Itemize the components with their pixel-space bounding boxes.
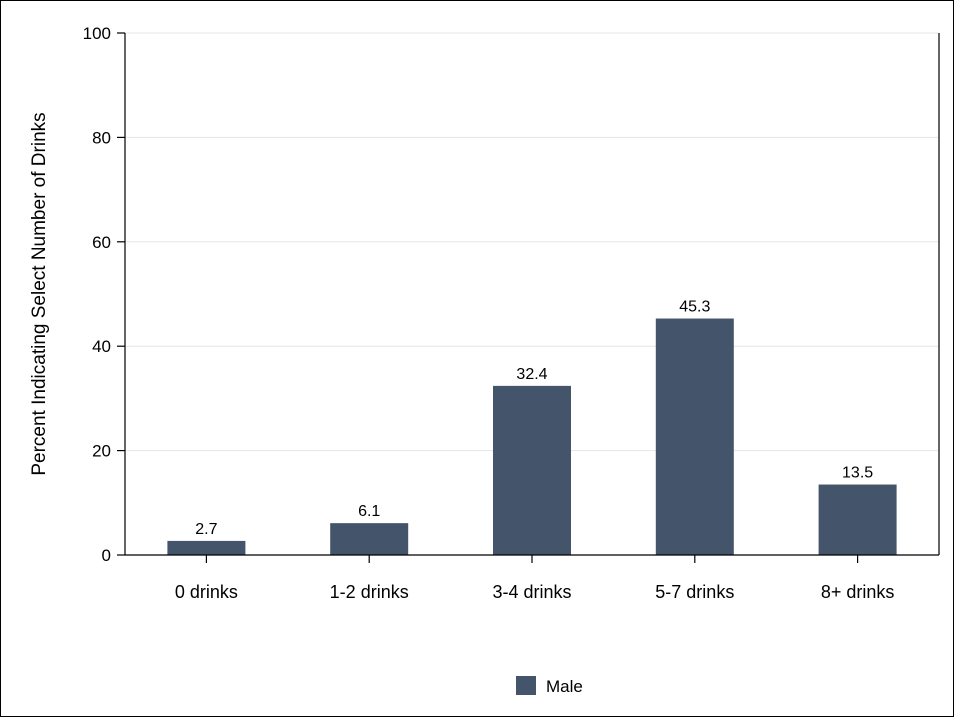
- x-tick-label: 8+ drinks: [821, 582, 895, 602]
- data-label: 13.5: [842, 465, 873, 482]
- x-tick-label: 3-4 drinks: [492, 582, 571, 602]
- x-tick-label: 5-7 drinks: [655, 582, 734, 602]
- bar: [818, 484, 897, 555]
- y-tick-label: 60: [92, 233, 111, 252]
- bar: [330, 523, 409, 555]
- legend-swatch-male: [516, 676, 536, 695]
- data-label: 32.4: [516, 366, 547, 383]
- y-tick-label: 0: [102, 546, 111, 565]
- legend-label-male: Male: [546, 677, 583, 696]
- bar: [167, 540, 246, 555]
- legend: Male: [516, 676, 583, 696]
- x-tick-label: 1-2 drinks: [330, 582, 409, 602]
- bar: [493, 385, 571, 555]
- data-label: 45.3: [679, 299, 710, 316]
- data-label: 6.1: [358, 503, 380, 520]
- x-tick-label: 0 drinks: [175, 582, 238, 602]
- y-tick-label: 80: [92, 128, 111, 147]
- y-axis-title: Percent Indicating Select Number of Drin…: [29, 112, 50, 475]
- y-tick-label: 40: [92, 337, 111, 356]
- x-ticks: 0 drinks 1-2 drinks 3-4 drinks 5-7 drinks 8+…: [175, 555, 894, 602]
- data-labels: 2.7 6.1 32.4 45.3 13.5: [195, 299, 873, 538]
- data-label: 2.7: [195, 521, 217, 538]
- y-tick-label: 100: [83, 24, 111, 43]
- gridlines: [125, 32, 939, 452]
- bars: [167, 318, 897, 555]
- y-ticks: 0 20 40 60 80 100: [83, 24, 125, 565]
- y-tick-label: 20: [92, 442, 111, 461]
- bar: [655, 318, 734, 555]
